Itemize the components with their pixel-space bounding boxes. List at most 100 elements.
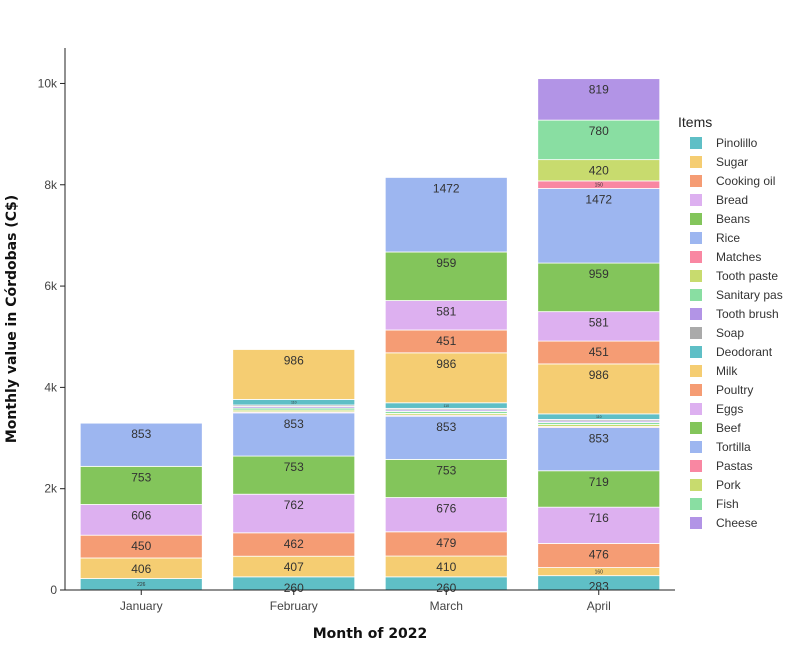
data-label: 986: [284, 353, 304, 367]
bar-segment: [384, 177, 508, 253]
data-label: 753: [436, 463, 456, 477]
data-label: 479: [436, 536, 456, 550]
data-label: 959: [436, 256, 456, 270]
bar-segment: [384, 459, 508, 498]
bar-segment: [537, 427, 661, 472]
legend-swatch: [690, 251, 702, 263]
data-label: 753: [131, 470, 151, 484]
data-label: 762: [284, 498, 304, 512]
data-label: 581: [589, 316, 609, 330]
bar-segment: [537, 188, 661, 264]
bar-segment: [384, 251, 508, 301]
legend-swatch: [690, 403, 702, 415]
legend-swatch: [690, 422, 702, 434]
data-label: 406: [131, 562, 151, 576]
data-label: 410: [436, 560, 456, 574]
legend-swatch: [690, 137, 702, 149]
x-axis-title: Month of 2022: [313, 626, 428, 642]
legend-swatch: [690, 156, 702, 168]
bar-segment: [384, 300, 508, 331]
legend-title: Items: [678, 114, 712, 130]
y-tick-label: 6k: [44, 279, 58, 293]
legend-swatch: [690, 175, 702, 187]
data-label: 986: [436, 357, 456, 371]
data-label: 753: [284, 460, 304, 474]
legend-label: Fish: [716, 497, 739, 511]
x-tick-label: March: [430, 599, 463, 613]
data-label: 260: [436, 581, 456, 595]
legend-swatch: [690, 365, 702, 377]
y-tick-label: 2k: [44, 482, 58, 496]
data-label: 1472: [433, 181, 460, 195]
legend-swatch: [690, 194, 702, 206]
legend-swatch: [690, 498, 702, 510]
legend-label: Sanitary pas: [716, 288, 783, 302]
bars-layer: 226 406 450 606 753 853 260 407 462 762 753 853 110 9…: [79, 78, 661, 595]
legend-label: Deodorant: [716, 345, 773, 359]
data-label: 150: [595, 182, 604, 188]
legend-label: Tooth brush: [716, 307, 779, 321]
legend-swatch: [690, 213, 702, 225]
data-label: 110: [291, 400, 297, 404]
legend-label: Pastas: [716, 459, 753, 473]
legend-swatch: [690, 308, 702, 320]
data-label: 462: [284, 537, 304, 551]
data-label: 853: [436, 420, 456, 434]
data-label: 819: [589, 83, 609, 97]
bar-segment: [232, 349, 356, 400]
x-tick-label: April: [587, 599, 611, 613]
bar-segment: [232, 493, 356, 534]
legend-swatch: [690, 384, 702, 396]
data-label: 959: [589, 267, 609, 281]
legend-label: Beans: [716, 212, 750, 226]
bar-segment: [79, 465, 203, 505]
data-label: 719: [589, 475, 609, 489]
data-label: 160: [595, 569, 604, 575]
bar-segment: [384, 352, 508, 404]
legend-label: Pork: [716, 478, 742, 492]
bar-segment: [537, 119, 661, 161]
data-label: 451: [436, 334, 456, 348]
data-label: 986: [589, 368, 609, 382]
data-label: 780: [589, 124, 609, 138]
data-label: 110: [443, 404, 449, 408]
legend-label: Tortilla: [716, 440, 751, 454]
legend-label: Sugar: [716, 155, 748, 169]
legend-label: Pinolillo: [716, 136, 758, 150]
bar-segment: [79, 422, 203, 467]
data-label: 716: [589, 511, 609, 525]
legend-label: Cooking oil: [716, 174, 775, 188]
y-tick-label: 0: [50, 583, 57, 597]
bar-segment: [537, 363, 661, 415]
legend-swatch: [690, 270, 702, 282]
legend-label: Matches: [716, 250, 761, 264]
legend-swatch: [690, 327, 702, 339]
data-label: 853: [589, 432, 609, 446]
legend-label: Bread: [716, 193, 748, 207]
data-label: 260: [284, 581, 304, 595]
legend-label: Beef: [716, 421, 741, 435]
legend-swatch: [690, 460, 702, 472]
data-label: 676: [436, 502, 456, 516]
data-label: 1472: [585, 193, 612, 207]
y-tick-label: 4k: [44, 380, 58, 394]
legend-swatch: [690, 441, 702, 453]
legend: Items Pinolillo Sugar Cooking oil Bread Bean…: [678, 114, 783, 530]
axes-layer: [64, 48, 675, 591]
legend-label: Soap: [716, 326, 744, 340]
legend-label: Cheese: [716, 516, 758, 530]
legend-swatch: [690, 289, 702, 301]
x-tick-label: January: [120, 599, 163, 613]
data-label: 226: [137, 582, 146, 588]
legend-label: Rice: [716, 231, 740, 245]
legend-swatch: [690, 517, 702, 529]
legend-label: Tooth paste: [716, 269, 778, 283]
y-tick-label: 10k: [38, 76, 58, 90]
data-label: 853: [131, 427, 151, 441]
data-label: 450: [131, 539, 151, 553]
data-label: 606: [131, 508, 151, 522]
data-label: 853: [284, 417, 304, 431]
bar-segment: [537, 470, 661, 508]
data-label: 420: [589, 164, 609, 178]
